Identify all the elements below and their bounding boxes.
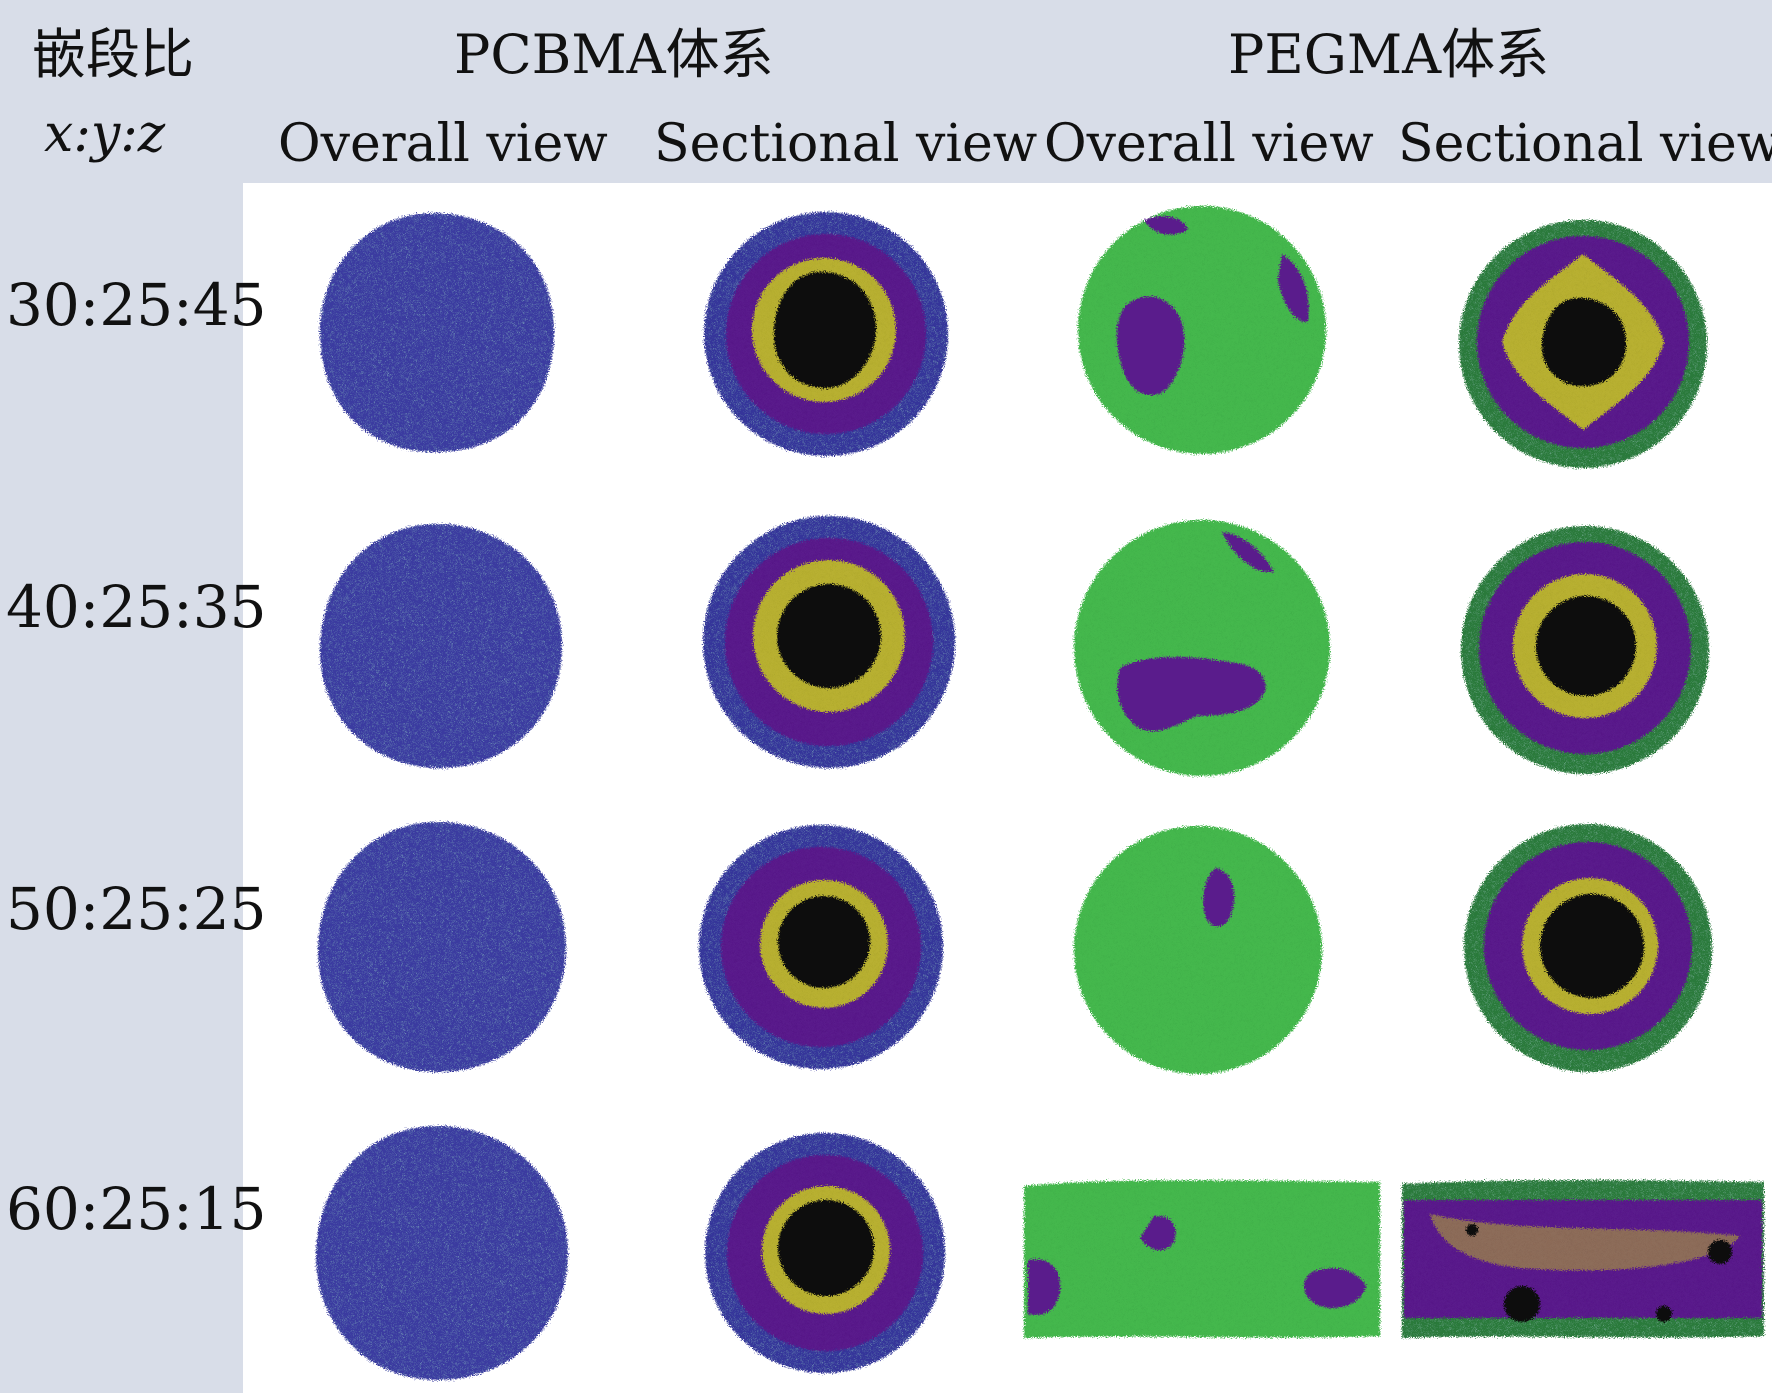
- micelle-pcbma-section: [698, 1122, 952, 1384]
- row-ratio-label: 30:25:45: [6, 271, 267, 339]
- micelle-pegma-section: [1456, 818, 1720, 1078]
- header-band: [0, 0, 1772, 183]
- micelle-pegma-section-cylinder: [1400, 1164, 1766, 1344]
- view-label-pegma-sectional: Sectional view: [1398, 114, 1772, 174]
- micelle-pcbma-overall: [308, 816, 574, 1078]
- micelle-pegma-overall-cylinder: [1022, 1164, 1382, 1344]
- micelle-pegma-overall: [1066, 822, 1330, 1078]
- ratio-title: 嵌段比: [32, 23, 194, 86]
- row-ratio-label: 50:25:25: [6, 875, 267, 943]
- ratio-vars: x:y:z: [44, 104, 166, 164]
- view-label-pegma-overall: Overall view: [1044, 114, 1374, 174]
- micelle-pegma-overall: [1070, 202, 1334, 458]
- view-label-pcbma-overall: Overall view: [278, 114, 608, 174]
- micelle-pcbma-overall: [312, 208, 562, 458]
- ratio-column-band: [0, 183, 243, 1393]
- row-ratio-label: 60:25:15: [6, 1175, 267, 1243]
- micelle-pegma-section: [1450, 520, 1720, 780]
- view-label-pcbma-sectional: Sectional view: [654, 114, 1038, 174]
- micelle-pegma-overall: [1066, 516, 1338, 780]
- micelle-pcbma-overall: [310, 518, 572, 774]
- row-ratio-label: 40:25:35: [6, 573, 267, 641]
- micelle-pcbma-section: [690, 818, 952, 1076]
- micelle-pcbma-section: [698, 508, 960, 776]
- micelle-pegma-section: [1452, 216, 1714, 472]
- micelle-pcbma-section: [700, 204, 952, 464]
- system-title-pegma: PEGMA体系: [1228, 23, 1550, 86]
- micelle-pcbma-overall: [306, 1120, 576, 1386]
- system-title-pcbma: PCBMA体系: [454, 23, 774, 86]
